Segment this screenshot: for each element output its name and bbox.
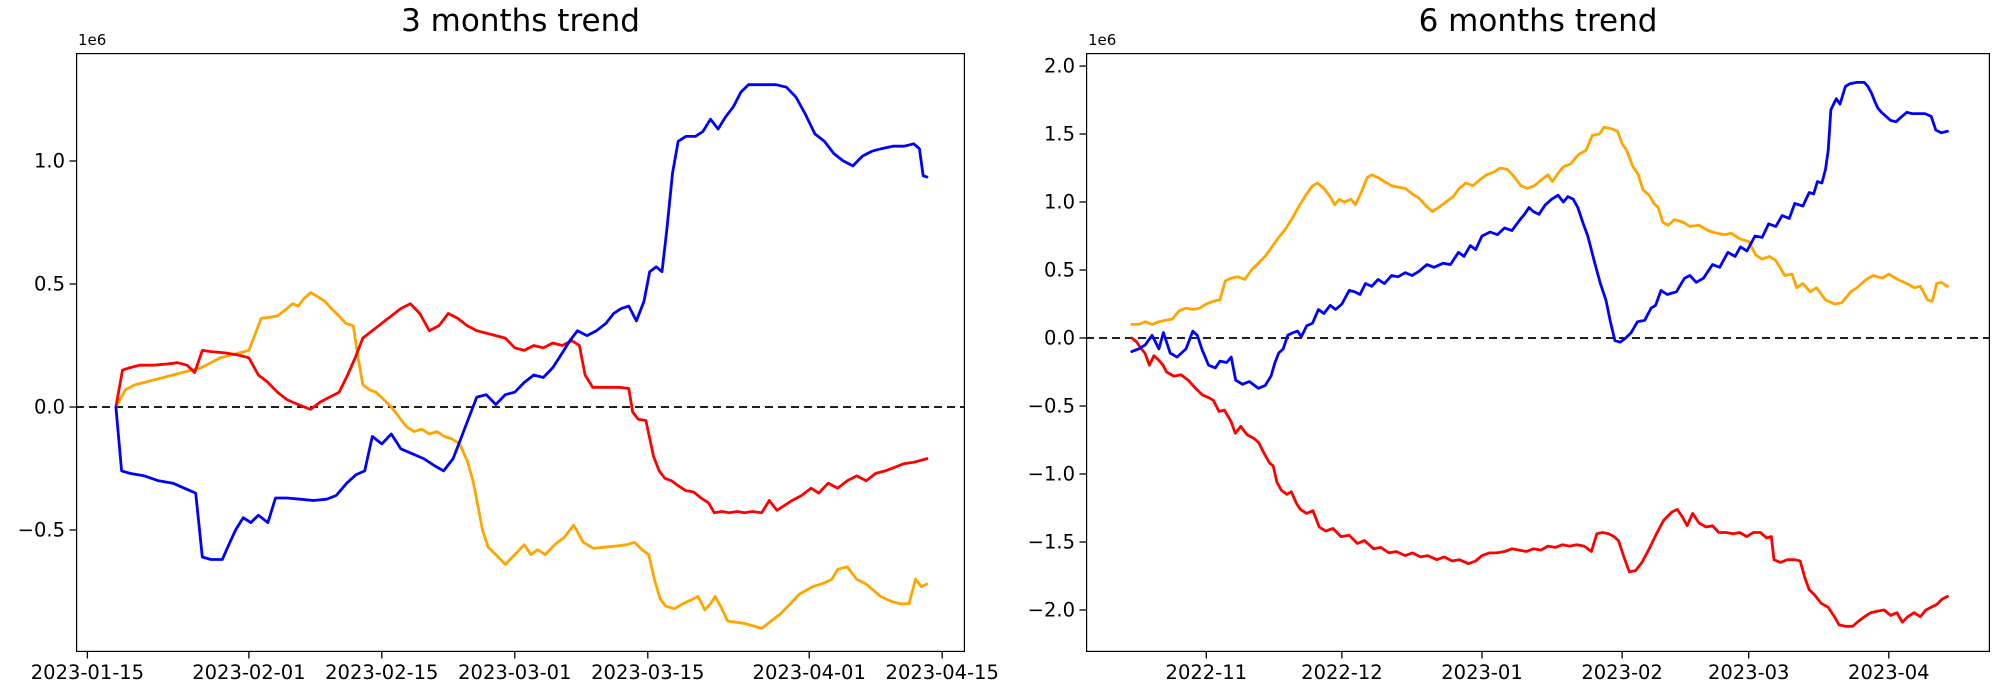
axes-6-months-trend: 2.0 1.5 1.0 0.5 0.0 −0.5 −1.0 −1.5 −2.0 2022-11 20… — [1028, 53, 1990, 684]
series-red-line — [114, 302, 929, 515]
y-tick-label: −2.0 — [1028, 599, 1075, 622]
x-tick-label: 2023-01 — [1441, 661, 1522, 684]
y-tick-label: 1.0 — [34, 150, 65, 173]
y-tick-label: 0.5 — [34, 273, 65, 296]
x-tick-label: 2023-04-01 — [753, 661, 866, 684]
y-tick-label: 0.0 — [1044, 327, 1075, 350]
line-chart-6-months: 2.0 1.5 1.0 0.5 0.0 −0.5 −1.0 −1.5 −2.0 2022-11 20… — [1028, 53, 1990, 684]
y-tick-label: −1.0 — [1028, 463, 1075, 486]
y-tick-label: 0.0 — [34, 396, 65, 419]
y-tick-label: −0.5 — [1028, 395, 1075, 418]
x-tick-label: 2023-02 — [1581, 661, 1662, 684]
series-orange-line — [114, 291, 929, 630]
axes-3-months-trend: 1.0 0.5 0.0 −0.5 2023-01-15 2023-02-01 2023-02… — [18, 53, 999, 684]
x-tick-label: 2023-04-15 — [886, 661, 999, 684]
chart-title-6-months: 6 months trend — [1418, 3, 1658, 39]
x-tick-label: 2023-02-01 — [192, 661, 305, 684]
series-orange-line — [1130, 125, 1949, 326]
y-tick-label: 2.0 — [1044, 55, 1075, 78]
x-tick-label: 2023-03-15 — [591, 661, 704, 684]
series-red-line — [1130, 336, 1949, 628]
chart-title-3-months: 3 months trend — [401, 3, 640, 39]
y-tick-label: −1.5 — [1028, 531, 1075, 554]
x-tick-label: 2022-12 — [1301, 661, 1382, 684]
y-tick-label: 1.5 — [1044, 123, 1075, 146]
y-tick-label: 0.5 — [1044, 259, 1075, 282]
x-tick-label: 2023-03 — [1708, 661, 1789, 684]
y-axis-offset-label-left: 1e6 — [78, 31, 107, 49]
x-tick-label: 2023-02-15 — [325, 661, 438, 684]
x-tick-label: 2023-03-01 — [458, 661, 571, 684]
axes-spines — [1086, 53, 1990, 652]
y-axis-offset-label-right: 1e6 — [1088, 31, 1117, 49]
series-blue-line — [114, 83, 929, 561]
line-chart-3-months: 1.0 0.5 0.0 −0.5 2023-01-15 2023-02-01 2023-02… — [18, 53, 999, 684]
series-blue-line — [1130, 80, 1949, 390]
x-tick-label: 2023-04 — [1848, 661, 1929, 684]
axes-spines — [76, 53, 965, 652]
y-tick-label: −0.5 — [18, 519, 65, 542]
x-tick-label: 2023-01-15 — [31, 661, 144, 684]
x-tick-label: 2022-11 — [1166, 661, 1247, 684]
y-tick-label: 1.0 — [1044, 191, 1075, 214]
